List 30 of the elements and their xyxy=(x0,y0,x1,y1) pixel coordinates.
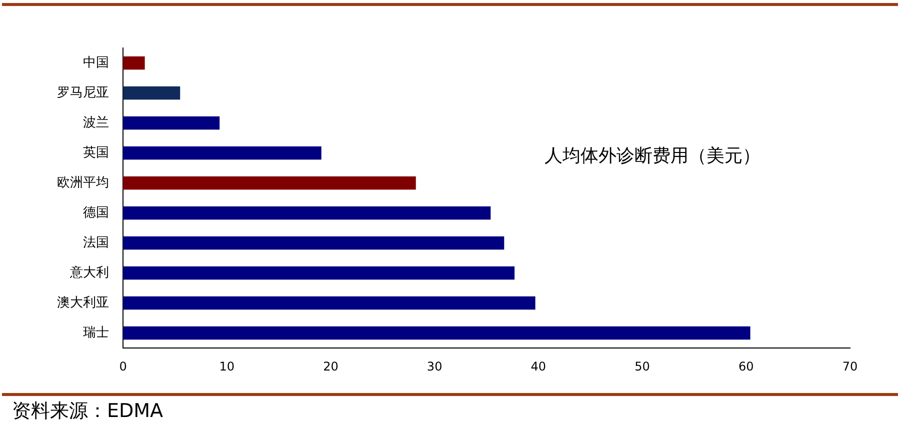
bar xyxy=(123,326,750,340)
x-tick-label: 40 xyxy=(530,359,546,374)
y-tick-label: 澳大利亚 xyxy=(57,295,109,310)
y-tick-label: 欧洲平均 xyxy=(57,175,109,190)
x-tick-label: 30 xyxy=(426,359,442,374)
x-tick-label: 20 xyxy=(323,359,338,374)
y-tick-label: 罗马尼亚 xyxy=(57,85,109,100)
x-tick-label: 10 xyxy=(219,359,234,374)
text: 人均体外诊断费用（美元） xyxy=(544,146,760,167)
y-tick-label: 中国 xyxy=(83,55,109,70)
x-tick-label: 60 xyxy=(738,359,754,374)
y-tick-label: 德国 xyxy=(83,205,109,220)
bar xyxy=(123,116,220,130)
bar xyxy=(123,296,536,310)
x-tick-label: 50 xyxy=(634,359,650,374)
x-tick-label: 70 xyxy=(842,359,858,374)
y-tick-label: 法国 xyxy=(83,235,109,250)
bar xyxy=(123,86,180,100)
bar xyxy=(123,176,416,190)
bar xyxy=(123,236,504,250)
text: 资料来源：EDMA xyxy=(12,399,164,423)
bar xyxy=(123,146,322,160)
bar xyxy=(123,266,515,280)
bar xyxy=(123,56,145,70)
x-tick-label: 0 xyxy=(119,359,127,374)
y-tick-label: 瑞士 xyxy=(83,325,109,340)
y-tick-label: 波兰 xyxy=(83,115,109,130)
bar xyxy=(123,206,491,220)
y-tick-label: 英国 xyxy=(83,145,109,160)
y-tick-label: 意大利 xyxy=(69,265,109,280)
